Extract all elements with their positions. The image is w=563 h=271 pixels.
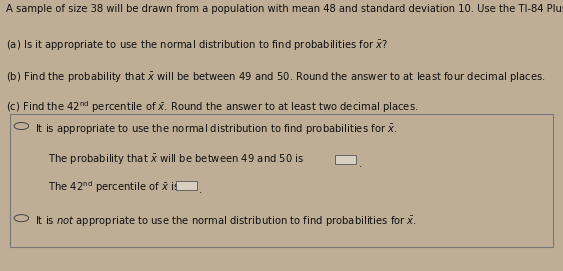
Text: A sample of size 38 will be drawn from a population with mean 48 and standard de: A sample of size 38 will be drawn from a… (6, 4, 563, 14)
Text: (a) Is it appropriate to use the normal distribution to find probabilities for $: (a) Is it appropriate to use the normal … (6, 39, 388, 53)
Text: .: . (359, 159, 363, 169)
Text: (c) Find the 42$^{\mathrm{nd}}$ percentile of $\bar{x}$. Round the answer to at : (c) Find the 42$^{\mathrm{nd}}$ percenti… (6, 99, 418, 115)
Text: (b) Find the probability that $\bar{x}$ will be between 49 and 50. Round the ans: (b) Find the probability that $\bar{x}$ … (6, 70, 545, 85)
FancyBboxPatch shape (10, 114, 553, 247)
Text: It is $\it{not}$ appropriate to use the normal distribution to find probabilitie: It is $\it{not}$ appropriate to use the … (35, 215, 417, 229)
Text: The 42$^{\mathrm{nd}}$ percentile of $\bar{x}$ is: The 42$^{\mathrm{nd}}$ percentile of $\b… (48, 179, 180, 195)
Text: It is appropriate to use the normal distribution to find probabilities for $\bar: It is appropriate to use the normal dist… (35, 122, 397, 137)
Text: .: . (199, 185, 203, 195)
FancyBboxPatch shape (335, 155, 356, 164)
FancyBboxPatch shape (176, 181, 197, 190)
Text: The probability that $\bar{x}$ will be between 49 and 50 is: The probability that $\bar{x}$ will be b… (48, 153, 304, 167)
